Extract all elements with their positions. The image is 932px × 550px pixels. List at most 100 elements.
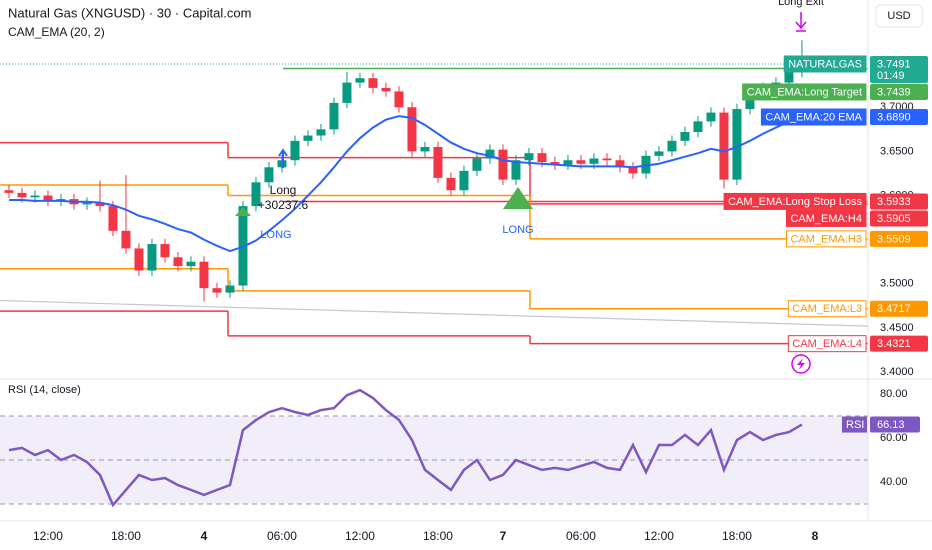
- plot-layer: Long+30237.6 LONG LONG Long Exit: [0, 0, 868, 508]
- tag-name: CAM_EMA:L3: [792, 303, 862, 315]
- y-tick-label: 60.00: [880, 432, 908, 444]
- candle-body: [472, 158, 482, 171]
- tag-value-bg: [870, 83, 928, 100]
- tag-value-bg: [870, 210, 928, 227]
- y-tick-label: 3.4000: [880, 366, 914, 378]
- candle-body: [602, 158, 612, 161]
- candle-body: [251, 182, 261, 207]
- candle-body: [485, 149, 495, 159]
- tag-name: CAM_EMA:Long Stop Loss: [728, 196, 862, 208]
- tag-name: NATURALGAS: [788, 58, 862, 70]
- candle-body: [784, 72, 794, 83]
- rsi-value: 66.13: [877, 419, 905, 431]
- tag-name-bg: [760, 108, 867, 126]
- candle-body: [680, 132, 690, 141]
- x-tick-label: 7: [500, 529, 507, 543]
- x-tick-label: 06:00: [566, 529, 596, 543]
- alert-bolt: [797, 358, 805, 370]
- signal-entry: Long: [270, 183, 297, 197]
- y-tick-label: 3.5000: [880, 278, 914, 290]
- tag-value-bg: [870, 300, 928, 317]
- tag-value: 3.4717: [877, 303, 911, 315]
- currency-button[interactable]: [875, 4, 923, 28]
- candle-body: [316, 129, 326, 136]
- x-tick-label: 12:00: [345, 529, 375, 543]
- trend-line: [0, 299, 869, 327]
- tag-name: CAM_EMA:H4: [790, 213, 862, 225]
- x-tick-label: 12:00: [644, 529, 674, 543]
- candle-body: [121, 230, 131, 249]
- candle-body: [4, 190, 14, 193]
- tag-value: 3.7491: [877, 58, 911, 70]
- x-tick-label: 18:00: [423, 529, 453, 543]
- tag-value: 3.5509: [877, 233, 911, 245]
- candle-body: [511, 160, 521, 180]
- candle-body: [615, 160, 625, 168]
- candle-body: [186, 261, 196, 267]
- tag-name-bg: [742, 83, 867, 101]
- tag-name: CAM_EMA:L4: [792, 338, 862, 350]
- x-tick-label: 8: [812, 529, 819, 543]
- candle-body: [381, 87, 391, 92]
- tag-name: CAM_EMA:Long Target: [747, 86, 862, 98]
- candle-body: [225, 285, 235, 293]
- y-tick-label: 40.00: [880, 476, 908, 488]
- tag-name: CAM_EMA:20 EMA: [765, 111, 862, 123]
- signal-label: LONG: [502, 224, 533, 236]
- signal-arrow: [278, 148, 288, 168]
- rsi-title: RSI (14, close): [8, 384, 81, 396]
- tag-name-bg: [787, 300, 867, 318]
- candle-body: [563, 160, 573, 165]
- tag-value: 3.5933: [877, 196, 911, 208]
- tag-value: 3.4321: [877, 338, 911, 350]
- candle-body: [732, 109, 742, 180]
- x-tick-label: 12:00: [33, 529, 63, 543]
- candle-body: [95, 202, 105, 207]
- candle-body: [160, 244, 170, 258]
- tag-name-bg: [785, 209, 867, 227]
- tag-value: 3.7439: [877, 86, 911, 98]
- signal-triangle: [235, 207, 251, 216]
- candle-body: [576, 160, 586, 164]
- candle-body: [498, 149, 508, 180]
- candle-body: [277, 160, 287, 168]
- candle-body: [407, 107, 417, 152]
- signal-label: LONG: [260, 229, 291, 241]
- candle-body: [290, 140, 300, 161]
- rsi-value-bg: [870, 416, 920, 433]
- candle-body: [43, 195, 53, 201]
- exit-label: Long Exit: [778, 0, 824, 8]
- rsi-name: RSI: [846, 419, 864, 431]
- candle-body: [420, 147, 430, 152]
- tag-value-bg: [870, 193, 928, 210]
- rsi-name-bg: [842, 416, 867, 433]
- candle-body: [173, 257, 183, 267]
- x-tick-label: 18:00: [111, 529, 141, 543]
- y-tick-label: 80.00: [880, 388, 908, 400]
- candle-body: [433, 147, 443, 178]
- candle-body: [459, 170, 469, 191]
- candle-body: [30, 195, 40, 198]
- candle-body: [342, 82, 352, 103]
- candle-body: [537, 153, 547, 162]
- signal-profit: +30237.6: [258, 198, 309, 212]
- tag-value-bg: [870, 109, 928, 125]
- tag-countdown: 01:49: [877, 70, 905, 82]
- candle-body: [368, 78, 378, 88]
- chart-title: Natural Gas (XNGUSD) · 30 · Capital.com: [8, 5, 251, 20]
- candle-body: [147, 244, 157, 271]
- candle-body: [199, 261, 209, 289]
- tag-value: 3.5905: [877, 213, 911, 225]
- candle-body: [654, 151, 664, 156]
- candle-body: [628, 167, 638, 174]
- candle-body: [706, 112, 716, 122]
- candle-body: [355, 78, 365, 83]
- candle-body: [719, 112, 729, 180]
- indicator-title: CAM_EMA (20, 2): [8, 25, 105, 39]
- y-tick-label: 3.6500: [880, 145, 914, 157]
- x-tick-label: 4: [201, 529, 208, 543]
- currency-label[interactable]: USD: [887, 10, 910, 22]
- tag-name: CAM_EMA:H3: [790, 233, 862, 245]
